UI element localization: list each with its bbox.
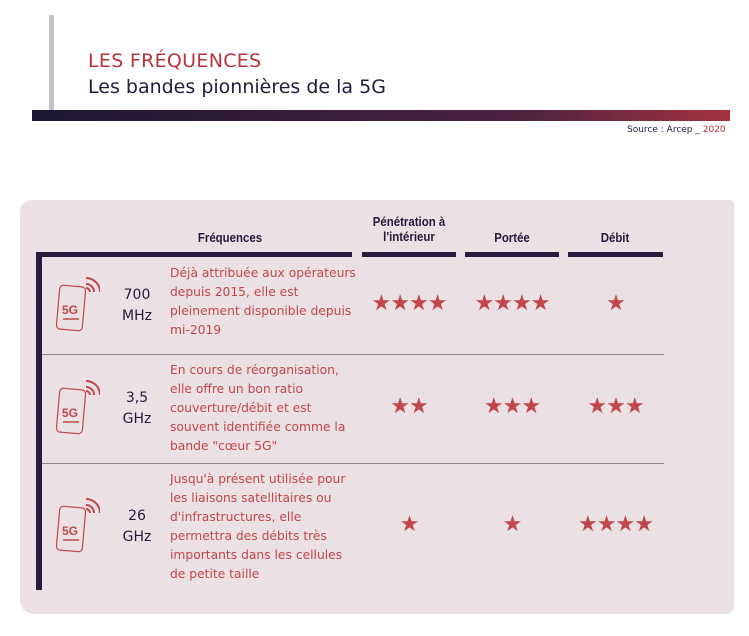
header-rule [362,252,456,257]
header-rule [465,252,559,257]
frequency-number: 700 [123,287,151,303]
row-divider [42,463,664,464]
portee-rating: ★★★ [483,394,541,419]
frequency-unit: GHz [122,411,152,427]
col-header-debit: Débit [600,230,630,245]
frequency-value: 26 GHz [112,506,162,548]
frequency-number: 26 [128,508,146,524]
portee-rating: ★★★★ [474,291,551,316]
header-gradient-bar [32,110,730,121]
debit-rating: ★★★ [587,394,644,419]
col-header-portee: Portée [494,230,530,245]
source-note: Source : Arcep _ 2020 [627,125,726,135]
table-left-rule [36,252,42,590]
portee-rating: ★ [502,512,523,537]
band-description: Jusqu'à présent utilisée pour les liaiso… [170,472,346,581]
frequency-unit: GHz [122,529,152,545]
svg-text:5G: 5G [62,303,78,317]
source-label: Source : Arcep _ [627,125,703,135]
header-rule [568,252,663,257]
frequency-unit: MHz [122,308,152,324]
section-kicker: LES FRÉQUENCES [88,50,262,72]
penetration-rating: ★★★★ [371,291,448,316]
source-year: 2020 [702,125,726,135]
svg-text:5G: 5G [62,406,78,420]
5g-phone-icon: 5G [55,380,100,435]
debit-rating: ★ [606,291,626,316]
col-header-penetration: Pénétration à l'intérieur [372,214,446,244]
svg-text:5G: 5G [62,524,78,538]
penetration-rating: ★★ [390,394,428,419]
frequency-number: 3,5 [125,390,149,406]
frequency-value: 700 MHz [112,285,162,327]
band-description: En cours de réorganisation, elle offre u… [170,363,346,453]
header-rule [36,252,352,257]
penetration-rating: ★ [399,512,420,537]
band-description: Déjà attribuée aux opérateurs depuis 201… [170,266,356,337]
5g-phone-icon: 5G [55,277,100,332]
frequency-value: 3,5 GHz [112,388,162,430]
antenna-tower-icon [49,15,54,110]
col-header-frequences: Fréquences [197,230,263,245]
page-title: Les bandes pionnières de la 5G [88,76,386,98]
debit-rating: ★★★★ [578,512,654,537]
row-divider [42,354,664,355]
5g-phone-icon: 5G [55,498,100,553]
table-panel [20,200,734,614]
